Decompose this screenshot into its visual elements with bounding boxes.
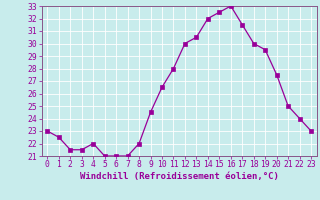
X-axis label: Windchill (Refroidissement éolien,°C): Windchill (Refroidissement éolien,°C) <box>80 172 279 181</box>
